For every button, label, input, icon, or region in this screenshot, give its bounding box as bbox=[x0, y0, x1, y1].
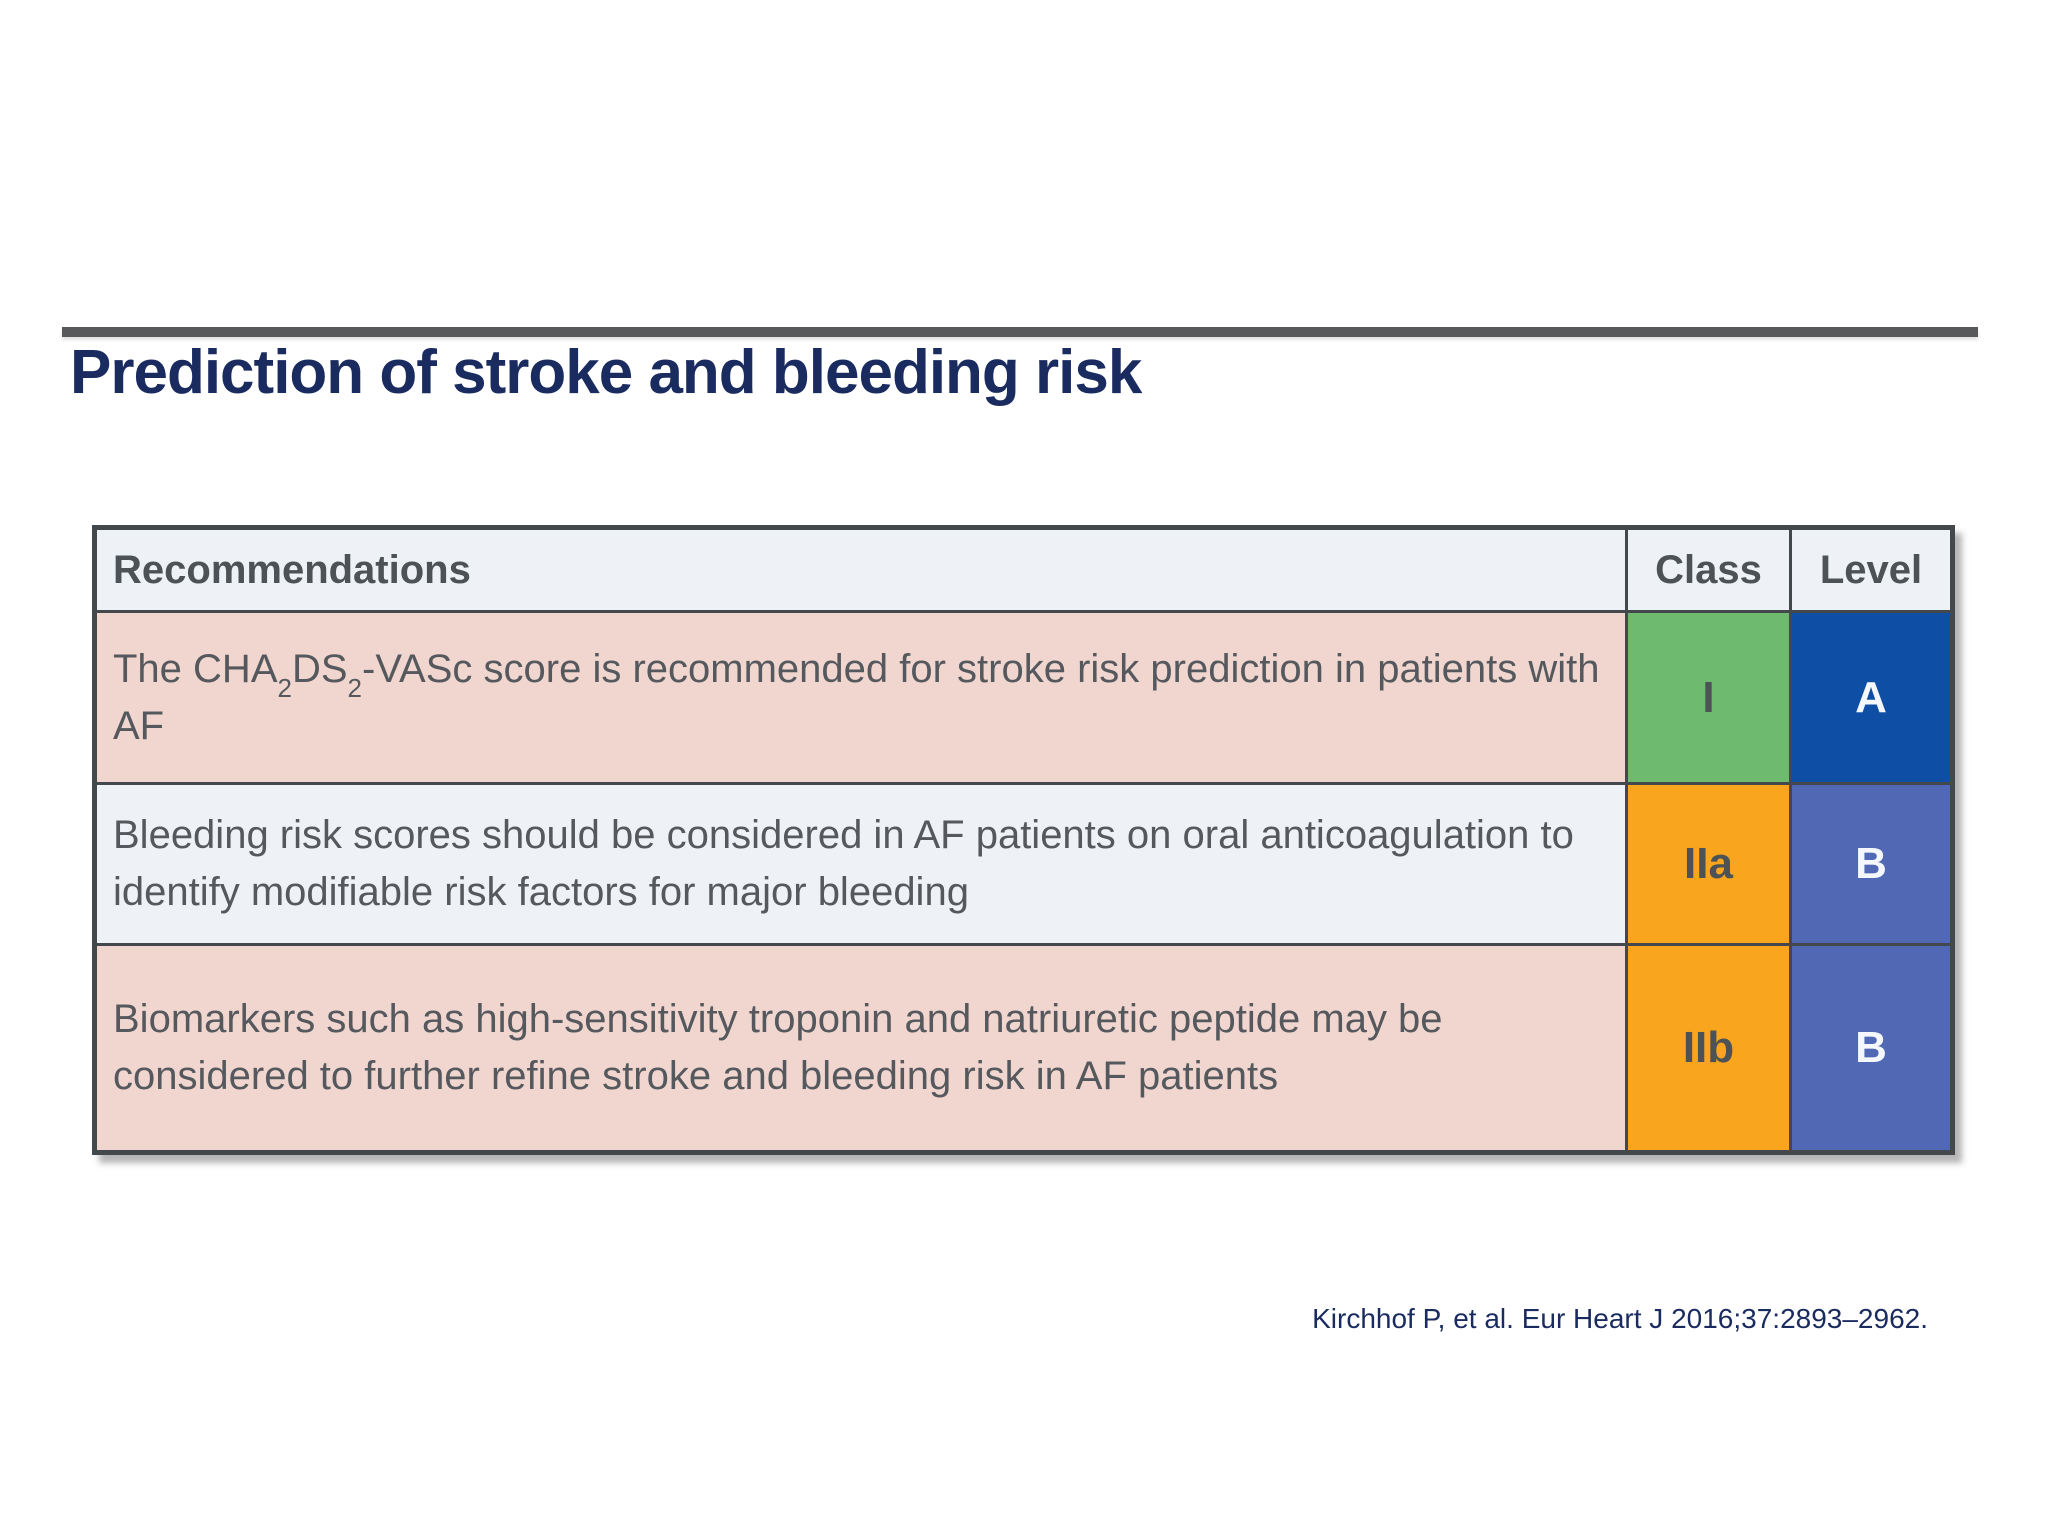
recommendation-cell-biomarkers: Biomarkers such as high-sensitivity trop… bbox=[97, 946, 1625, 1150]
recommendations-table: Recommendations Class Level The CHA2DS2-… bbox=[92, 525, 1955, 1155]
citation: Kirchhof P, et al. Eur Heart J 2016;37:2… bbox=[1312, 1303, 1928, 1334]
recommendation-cell-bleeding-risk: Bleeding risk scores should be considere… bbox=[97, 785, 1625, 943]
column-header-class: Class bbox=[1628, 530, 1789, 610]
recommendation-cell-cha2ds2vasc: The CHA2DS2-VASc score is recommended fo… bbox=[97, 613, 1625, 782]
column-header-level: Level bbox=[1792, 530, 1950, 610]
class-cell-row1: I bbox=[1628, 613, 1789, 782]
class-cell-row2: IIa bbox=[1628, 785, 1789, 943]
level-cell-row1: A bbox=[1792, 613, 1950, 782]
column-header-recommendations: Recommendations bbox=[97, 530, 1625, 610]
title-divider-bar bbox=[62, 327, 1978, 337]
level-cell-row3: B bbox=[1792, 946, 1950, 1150]
level-cell-row2: B bbox=[1792, 785, 1950, 943]
class-cell-row3: IIb bbox=[1628, 946, 1789, 1150]
slide-title: Prediction of stroke and bleeding risk bbox=[70, 338, 1142, 407]
